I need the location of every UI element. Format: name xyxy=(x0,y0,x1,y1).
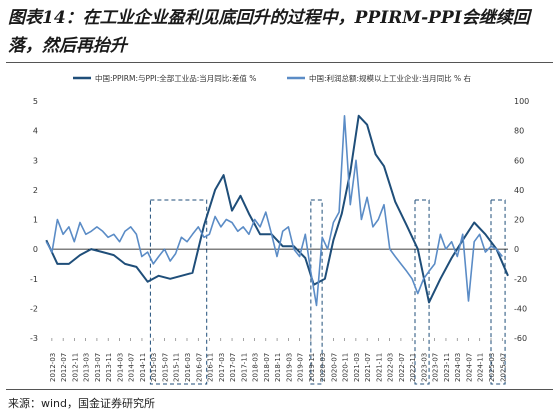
x-tick-label: 2025-07 xyxy=(499,353,507,382)
x-tick-label: 2020-07 xyxy=(330,353,338,382)
x-tick-label: 2013-03 xyxy=(83,353,91,382)
x-tick-label: 2024-07 xyxy=(465,353,473,382)
right-tick-label: 20 xyxy=(514,216,524,225)
x-tick-label: 2018-07 xyxy=(263,353,271,382)
highlight-range xyxy=(490,199,506,385)
right-tick-label: 100 xyxy=(514,97,529,106)
left-tick-label: 0 xyxy=(33,245,38,254)
left-tick-label: 3 xyxy=(33,156,38,165)
x-tick-label: 2012-03 xyxy=(49,353,57,382)
x-tick-label: 2017-03 xyxy=(218,353,226,382)
left-tick-label: 2 xyxy=(33,186,38,195)
x-tick-label: 2014-03 xyxy=(116,353,124,382)
x-tick-label: 2017-07 xyxy=(229,353,237,382)
series-line xyxy=(45,115,503,307)
right-tick-label: -60 xyxy=(514,334,527,343)
x-tick-label: 2020-11 xyxy=(342,353,350,382)
left-tick-label: -1 xyxy=(30,275,38,284)
x-tick-label: 2016-03 xyxy=(184,353,192,382)
x-tick-label: 2019-07 xyxy=(297,353,305,382)
highlight-range xyxy=(414,199,430,385)
x-tick-label: 2021-07 xyxy=(364,353,372,382)
right-tick-label: 40 xyxy=(514,186,524,195)
figure-title: 图表14：在工业企业盈利见底回升的过程中，PPIRM-PPI会继续回落，然后再抬… xyxy=(8,8,530,56)
x-tick-label: 2015-11 xyxy=(173,353,181,382)
x-tick-label: 2020-03 xyxy=(319,353,327,382)
x-tick-label: 2024-03 xyxy=(454,353,462,382)
x-tick-label: 2025-03 xyxy=(488,353,496,382)
left-tick-label: -2 xyxy=(30,304,38,313)
x-tick-label: 2016-11 xyxy=(207,353,215,382)
left-tick-label: 5 xyxy=(33,97,38,106)
x-tick-label: 2018-03 xyxy=(252,353,260,382)
x-tick-label: 2016-07 xyxy=(195,353,203,382)
x-tick-label: 2022-11 xyxy=(409,353,417,382)
x-tick-label: 2014-11 xyxy=(139,353,147,382)
source-note: 来源：wind，国金证券研究所 xyxy=(8,397,156,410)
x-tick-label: 2023-11 xyxy=(443,353,451,382)
x-tick-label: 2024-11 xyxy=(477,353,485,382)
legend-label: 中国:PPIRM:与PPI:全部工业品:当月同比:差值 % xyxy=(95,73,256,83)
series-line xyxy=(45,114,509,304)
right-tick-label: -20 xyxy=(514,275,527,284)
x-tick-label: 2014-07 xyxy=(128,353,136,382)
legend-label: 中国:利润总额:规模以上工业企业:当月同比 % 右 xyxy=(309,73,471,83)
x-tick-label: 2015-03 xyxy=(150,353,158,382)
x-tick-label: 2019-03 xyxy=(285,353,293,382)
x-tick-label: 2019-11 xyxy=(308,353,316,382)
x-tick-label: 2015-07 xyxy=(161,353,169,382)
right-tick-label: 0 xyxy=(514,245,519,254)
x-tick-label: 2022-03 xyxy=(387,353,395,382)
x-tick-label: 2023-03 xyxy=(420,353,428,382)
x-tick-label: 2023-07 xyxy=(432,353,440,382)
x-tick-label: 2012-07 xyxy=(60,353,68,382)
x-tick-label: 2021-03 xyxy=(353,353,361,382)
x-tick-label: 2021-11 xyxy=(375,353,383,382)
x-tick-label: 2012-11 xyxy=(71,353,79,382)
x-tick-label: 2017-11 xyxy=(240,353,248,382)
x-tick-label: 2013-07 xyxy=(94,353,102,382)
x-tick-label: 2022-07 xyxy=(398,353,406,382)
right-tick-label: 60 xyxy=(514,156,524,165)
x-tick-label: 2013-11 xyxy=(105,353,113,382)
left-tick-label: 4 xyxy=(33,127,38,136)
right-tick-label: -40 xyxy=(514,304,527,313)
right-tick-label: 80 xyxy=(514,127,524,136)
source-rule xyxy=(6,389,553,390)
x-tick-label: 2018-11 xyxy=(274,353,282,382)
title-rule xyxy=(6,62,553,63)
highlight-range xyxy=(149,199,208,385)
left-tick-label: -3 xyxy=(30,334,38,343)
left-tick-label: 1 xyxy=(33,216,38,225)
